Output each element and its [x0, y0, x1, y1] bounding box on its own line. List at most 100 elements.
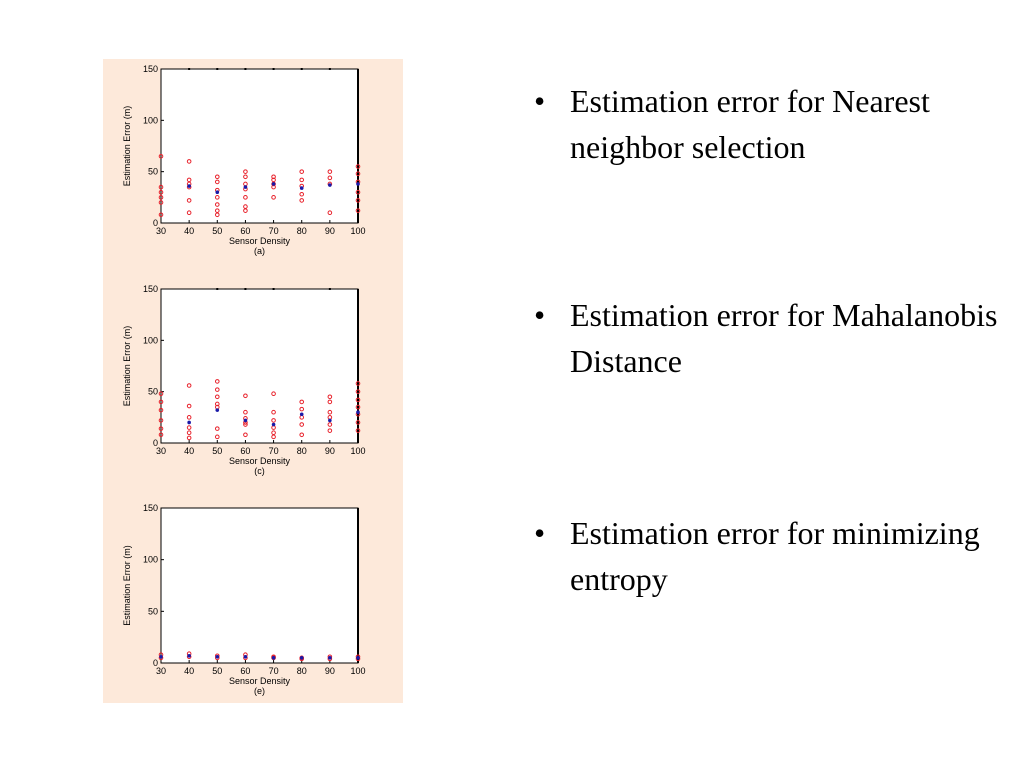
- data-point-red: [355, 389, 361, 394]
- data-point-red: [158, 189, 164, 195]
- plot-area: [160, 507, 359, 664]
- chart-caption: (e): [254, 686, 265, 696]
- data-point-red: [243, 204, 248, 209]
- data-point-red: [327, 409, 333, 415]
- x-tick-label: 60: [240, 666, 250, 676]
- data-point-red: [271, 177, 276, 183]
- data-point-black: [328, 288, 331, 290]
- data-point-red: [271, 391, 276, 397]
- data-point-red: [355, 171, 361, 177]
- data-point-red: [355, 189, 361, 195]
- data-point-black: [244, 288, 247, 290]
- data-point-red: [243, 169, 248, 174]
- data-point-blue: [328, 656, 332, 660]
- data-point-blue: [328, 183, 332, 187]
- x-tick-label: 70: [269, 226, 279, 236]
- data-point-red: [158, 212, 164, 218]
- data-point-red: [214, 195, 220, 200]
- data-point-blue: [187, 420, 191, 425]
- x-axis-label: Sensor Density: [229, 456, 291, 466]
- plot-area: [160, 68, 359, 224]
- data-point-red: [214, 202, 220, 207]
- x-tick-label: 50: [212, 446, 222, 456]
- x-axis-label: Sensor Density: [229, 236, 291, 246]
- data-point-black: [244, 68, 247, 70]
- data-point-blue: [299, 656, 304, 660]
- y-tick-label: 50: [148, 606, 158, 616]
- bullet-nearest-neighbor: • Estimation error for Nearest neighbor …: [528, 78, 998, 170]
- y-tick-label: 100: [143, 115, 158, 125]
- y-tick-label: 150: [143, 64, 158, 74]
- bullet-mahalanobis: • Estimation error for Mahalanobis Dista…: [528, 292, 998, 384]
- data-point-red: [158, 418, 164, 423]
- chart-caption: (a): [254, 246, 265, 256]
- data-point-red: [327, 175, 333, 181]
- data-point-red: [158, 200, 164, 205]
- bullet-entropy: • Estimation error for minimizing entrop…: [528, 510, 998, 602]
- data-point-black: [300, 68, 303, 70]
- data-point-red: [271, 409, 276, 415]
- data-point-blue: [356, 656, 360, 660]
- data-point-red: [355, 404, 361, 410]
- x-tick-label: 100: [350, 226, 365, 236]
- data-point-red: [214, 401, 220, 407]
- data-point-red: [214, 379, 220, 384]
- data-point-red: [327, 428, 333, 433]
- data-point-blue: [215, 655, 220, 659]
- data-point-red: [214, 387, 220, 392]
- chart-0: 30 40 50 60 70 80 90 100 0 50 100 150 Sensor Density…: [122, 64, 366, 256]
- data-point-red: [243, 409, 248, 415]
- y-tick-label: 0: [153, 218, 158, 228]
- y-axis-label: Estimation Error (m): [122, 545, 132, 626]
- data-point-red: [299, 177, 305, 183]
- data-point-red: [299, 422, 305, 427]
- data-point-red: [299, 399, 305, 405]
- data-point-red: [327, 210, 333, 216]
- y-tick-label: 0: [153, 438, 158, 448]
- bullet-text: Estimation error for minimizing entropy: [570, 515, 980, 597]
- data-point-black: [216, 288, 219, 290]
- y-tick-label: 100: [143, 335, 158, 345]
- data-point-red: [214, 208, 220, 213]
- y-axis-label: Estimation Error (m): [122, 326, 132, 407]
- data-point-red: [186, 425, 192, 430]
- data-point-red: [186, 415, 192, 420]
- data-point-red: [214, 212, 220, 218]
- data-point-red: [214, 426, 220, 431]
- data-point-blue: [187, 184, 191, 188]
- data-point-red: [214, 174, 220, 180]
- data-point-red: [271, 195, 276, 200]
- x-tick-label: 80: [297, 226, 307, 236]
- x-tick-label: 80: [297, 666, 307, 676]
- data-point-red: [243, 432, 248, 438]
- data-point-red: [355, 198, 361, 203]
- x-tick-label: 40: [184, 226, 194, 236]
- data-point-blue: [328, 418, 332, 423]
- y-tick-label: 150: [143, 284, 158, 294]
- x-tick-label: 50: [212, 666, 222, 676]
- data-point-red: [158, 391, 164, 397]
- data-point-blue: [187, 653, 191, 658]
- data-point-red: [299, 169, 305, 174]
- data-point-red: [158, 195, 164, 200]
- data-point-red: [158, 407, 164, 413]
- data-point-blue: [243, 185, 248, 189]
- x-tick-label: 100: [350, 666, 365, 676]
- x-tick-label: 90: [325, 446, 335, 456]
- x-tick-label: 60: [240, 446, 250, 456]
- data-point-red: [214, 394, 220, 400]
- data-point-red: [186, 435, 192, 441]
- x-tick-label: 70: [269, 446, 279, 456]
- y-tick-label: 150: [143, 503, 158, 513]
- figure-panel: 30 40 50 60 70 80 90 100 0 50 100 150 Sensor Density…: [103, 59, 403, 703]
- data-point-red: [158, 426, 164, 431]
- data-point-red: [271, 418, 276, 423]
- data-point-red: [186, 210, 192, 216]
- data-point-blue: [356, 182, 360, 186]
- data-point-red: [243, 208, 248, 213]
- data-point-red: [158, 432, 164, 438]
- data-point-red: [186, 177, 192, 183]
- data-point-red: [158, 153, 164, 159]
- x-tick-label: 100: [350, 446, 365, 456]
- x-tick-label: 90: [325, 666, 335, 676]
